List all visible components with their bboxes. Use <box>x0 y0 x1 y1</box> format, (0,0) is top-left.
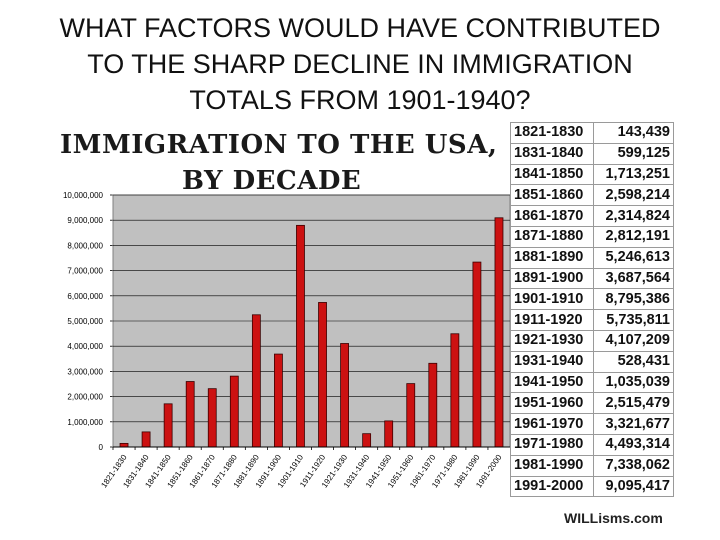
decade-cell: 1871-1880 <box>510 225 594 248</box>
table-row: 1901-1910 8,795,386 <box>510 288 675 311</box>
x-axis: 1821-18301831-18401841-18501851-18601861… <box>99 446 510 489</box>
table-row: 1911-1920 5,735,811 <box>510 309 675 331</box>
decade-cell: 1821-1830 <box>510 122 594 144</box>
table-row: 1881-1890 5,246,613 <box>510 246 675 269</box>
decade-cell: 1971-1980 <box>510 433 594 456</box>
bar <box>472 261 482 448</box>
value-cell: 7,338,062 <box>592 454 675 477</box>
value-cell: 9,095,417 <box>592 475 675 498</box>
table-row: 1841-1850 1,713,251 <box>510 163 675 186</box>
decade-cell: 1921-1930 <box>510 329 594 352</box>
y-tick-label: 1,000,000 <box>67 418 103 427</box>
decade-cell: 1981-1990 <box>510 454 594 477</box>
value-cell: 2,515,479 <box>592 392 675 415</box>
value-cell: 5,735,811 <box>592 309 675 331</box>
bar <box>207 388 217 448</box>
bar <box>141 431 151 448</box>
decade-cell: 1831-1840 <box>510 142 594 165</box>
decade-cell: 1911-1920 <box>510 309 594 331</box>
table-row: 1821-1830 143,439 <box>510 122 675 144</box>
bar <box>251 314 261 448</box>
value-cell: 1,713,251 <box>592 163 675 186</box>
table-row: 1921-1930 4,107,209 <box>510 329 675 352</box>
bar <box>119 442 129 448</box>
bar <box>362 433 372 448</box>
immigration-figure: IMMIGRATION TO THE USA, BY DECADE 0 1,000… <box>44 122 675 532</box>
decade-cell: 1901-1910 <box>510 288 594 311</box>
value-cell: 2,314,824 <box>592 205 675 227</box>
plot-area <box>112 194 511 448</box>
chart-title-line-1: IMMIGRATION TO THE USA, <box>60 130 498 160</box>
y-tick-label: 8,000,000 <box>67 241 103 250</box>
slide-title-line-2: TO THE SHARP DECLINE IN IMMIGRATION <box>87 49 633 79</box>
bar <box>296 224 305 448</box>
decade-cell: 1941-1950 <box>510 371 594 394</box>
y-tick-label: 7,000,000 <box>67 267 103 276</box>
y-tick-label: 2,000,000 <box>67 393 103 402</box>
slide-title: WHAT FACTORS WOULD HAVE CONTRIBUTED TO T… <box>40 10 680 118</box>
value-cell: 8,795,386 <box>592 288 675 311</box>
table-row: 1871-1880 2,812,191 <box>510 225 675 248</box>
table-row: 1941-1950 1,035,039 <box>510 371 675 394</box>
bar <box>406 383 416 448</box>
value-cell: 3,687,564 <box>592 267 675 290</box>
y-tick-label: 6,000,000 <box>67 292 103 301</box>
table-row: 1851-1860 2,598,214 <box>510 184 675 207</box>
value-cell: 3,321,677 <box>592 413 675 435</box>
decade-cell: 1861-1870 <box>510 205 594 227</box>
value-cell: 4,493,314 <box>592 433 675 456</box>
table-row: 1951-1960 2,515,479 <box>510 392 675 415</box>
value-cell: 599,125 <box>592 142 675 165</box>
bar <box>450 333 460 448</box>
decade-cell: 1891-1900 <box>510 267 594 290</box>
bar <box>318 302 327 448</box>
decade-cell: 1881-1890 <box>510 246 594 269</box>
slide-title-line-3: TOTALS FROM 1901-1940? <box>189 85 531 115</box>
y-axis: 0 1,000,000 2,000,000 3,000,000 4,000,000 5,0… <box>63 191 114 452</box>
y-tick-label: 0 <box>99 443 104 452</box>
y-tick-label: 4,000,000 <box>67 342 103 351</box>
y-tick-label: 10,000,000 <box>63 191 104 200</box>
y-tick-label: 5,000,000 <box>67 317 103 326</box>
decade-cell: 1851-1860 <box>510 184 594 207</box>
decade-cell: 1931-1940 <box>510 350 594 373</box>
value-cell: 2,598,214 <box>592 184 675 207</box>
value-cell: 5,246,613 <box>592 246 675 269</box>
bar-chart: 0 1,000,000 2,000,000 3,000,000 4,000,000 5,0… <box>63 191 511 489</box>
table-row: 1861-1870 2,314,824 <box>510 205 675 227</box>
bar <box>340 343 349 448</box>
decade-cell: 1991-2000 <box>510 475 594 498</box>
value-cell: 143,439 <box>592 122 675 144</box>
bar <box>384 420 394 448</box>
table-row: 1981-1990 7,338,062 <box>510 454 675 477</box>
decade-cell: 1951-1960 <box>510 392 594 415</box>
value-cell: 1,035,039 <box>592 371 675 394</box>
table-row: 1831-1840 599,125 <box>510 142 675 165</box>
bar <box>163 403 173 448</box>
bar <box>274 353 283 448</box>
bar <box>494 217 504 448</box>
table-row: 1891-1900 3,687,564 <box>510 267 675 290</box>
watermark-logo: WILLisms.com <box>564 510 663 526</box>
value-cell: 4,107,209 <box>592 329 675 352</box>
table-row: 1991-2000 9,095,417 <box>510 475 675 498</box>
decade-cell: 1961-1970 <box>510 413 594 435</box>
table-row: 1931-1940 528,431 <box>510 350 675 373</box>
table-row: 1961-1970 3,321,677 <box>510 413 675 435</box>
immigration-data-table: 1821-1830 143,439 1831-1840 599,125 1841-185… <box>510 122 675 498</box>
bar <box>229 375 239 448</box>
value-cell: 2,812,191 <box>592 225 675 248</box>
y-tick-label: 3,000,000 <box>67 367 103 376</box>
decade-cell: 1841-1850 <box>510 163 594 186</box>
chart-title-line-2: BY DECADE <box>182 166 362 196</box>
bar <box>428 362 438 448</box>
slide-title-line-1: WHAT FACTORS WOULD HAVE CONTRIBUTED <box>59 13 661 43</box>
table-row: 1971-1980 4,493,314 <box>510 433 675 456</box>
y-tick-label: 9,000,000 <box>67 216 103 225</box>
value-cell: 528,431 <box>592 350 675 373</box>
bar <box>185 381 195 448</box>
